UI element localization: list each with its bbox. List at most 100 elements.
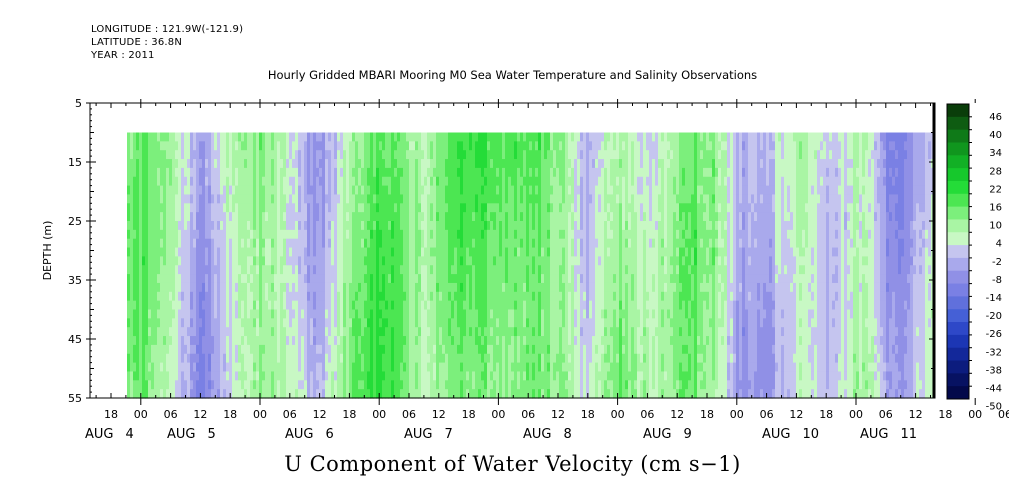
heatmap-cell (421, 176, 425, 187)
heatmap-cell (361, 371, 365, 381)
heatmap-cell (256, 336, 260, 346)
heatmap-cell (244, 371, 248, 381)
heatmap-cell (364, 247, 368, 257)
heatmap-cell (547, 256, 551, 266)
heatmap-cell (601, 221, 605, 231)
heatmap-cell (193, 176, 197, 187)
heatmap-cell (523, 176, 527, 187)
heatmap-cell (250, 389, 254, 399)
heatmap-cell (544, 185, 548, 196)
heatmap-cell (151, 300, 155, 311)
heatmap-cell (526, 159, 530, 169)
heatmap-cell (268, 212, 272, 222)
heatmap-cell (136, 371, 140, 381)
heatmap-cell (535, 141, 539, 151)
heatmap-cell (313, 291, 317, 302)
heatmap-cell (544, 247, 548, 257)
heatmap-cell (385, 309, 389, 319)
heatmap-cell (421, 221, 425, 231)
heatmap-cell (355, 282, 359, 293)
heatmap-cell (133, 353, 137, 364)
heatmap-cell (532, 203, 536, 213)
heatmap-cell (556, 309, 560, 319)
heatmap-cell (226, 309, 230, 319)
heatmap-cell (334, 353, 338, 364)
heatmap-cell (268, 353, 272, 364)
heatmap-cell (604, 212, 608, 222)
heatmap-cell (223, 282, 227, 293)
heatmap-cell (292, 380, 296, 390)
heatmap-cell (610, 159, 614, 169)
heatmap-cell (586, 167, 590, 178)
heatmap-cell (589, 265, 593, 275)
heatmap-cell (619, 167, 623, 178)
heatmap-cell (355, 371, 359, 381)
heatmap-cell (301, 327, 305, 337)
heatmap-cell (307, 238, 311, 249)
heatmap-cell (577, 203, 581, 213)
heatmap-cell (499, 247, 503, 257)
heatmap-cell (175, 300, 179, 311)
heatmap-cell (448, 203, 452, 213)
heatmap-cell (424, 362, 428, 373)
heatmap-cell (367, 344, 371, 355)
heatmap-cell (142, 203, 146, 213)
heatmap-cell (364, 318, 368, 328)
heatmap-cell (538, 176, 542, 187)
heatmap-cell (595, 221, 599, 231)
heatmap-cell (214, 371, 218, 381)
heatmap-cell (154, 389, 158, 399)
heatmap-cell (583, 194, 587, 204)
heatmap-cell (226, 212, 230, 222)
heatmap-cell (475, 150, 479, 160)
heatmap-cell (589, 176, 593, 187)
heatmap-cell (142, 221, 146, 231)
heatmap-cell (433, 150, 437, 160)
heatmap-cell (331, 194, 335, 204)
heatmap-cell (544, 212, 548, 222)
heatmap-cell (394, 221, 398, 231)
heatmap-cell (448, 167, 452, 178)
heatmap-cell (379, 159, 383, 169)
heatmap-cell (292, 282, 296, 293)
heatmap-cell (316, 256, 320, 266)
heatmap-cell (484, 318, 488, 328)
heatmap-cell (217, 176, 221, 187)
heatmap-cell (190, 221, 194, 231)
heatmap-cell (205, 247, 209, 257)
heatmap-cell (466, 265, 470, 275)
heatmap-cell (466, 309, 470, 319)
heatmap-cell (427, 238, 431, 249)
heatmap-cell (550, 265, 554, 275)
heatmap-cell (259, 371, 263, 381)
heatmap-cell (421, 274, 425, 284)
heatmap-cell (406, 221, 410, 231)
heatmap-cell (625, 238, 629, 249)
heatmap-cell (520, 309, 524, 319)
heatmap-cell (400, 229, 404, 240)
heatmap-cell (502, 344, 506, 355)
heatmap-cell (622, 256, 626, 266)
heatmap-cell (580, 212, 584, 222)
heatmap-cell (139, 256, 143, 266)
heatmap-cell (352, 132, 356, 142)
heatmap-cell (418, 336, 422, 346)
heatmap-cell (595, 185, 599, 196)
heatmap-cell (394, 256, 398, 266)
heatmap-cell (268, 238, 272, 249)
heatmap-cell (481, 185, 485, 196)
heatmap-cell (382, 159, 386, 169)
heatmap-cell (277, 362, 281, 373)
heatmap-cell (571, 150, 575, 160)
heatmap-cell (589, 132, 593, 142)
heatmap-cell (172, 185, 176, 196)
heatmap-cell (244, 185, 248, 196)
heatmap-cell (451, 362, 455, 373)
heatmap-cell (268, 159, 272, 169)
heatmap-cell (370, 159, 374, 169)
heatmap-cell (502, 221, 506, 231)
heatmap-cell (460, 256, 464, 266)
heatmap-cell (301, 362, 305, 373)
heatmap-cell (274, 159, 278, 169)
heatmap-cell (379, 371, 383, 381)
